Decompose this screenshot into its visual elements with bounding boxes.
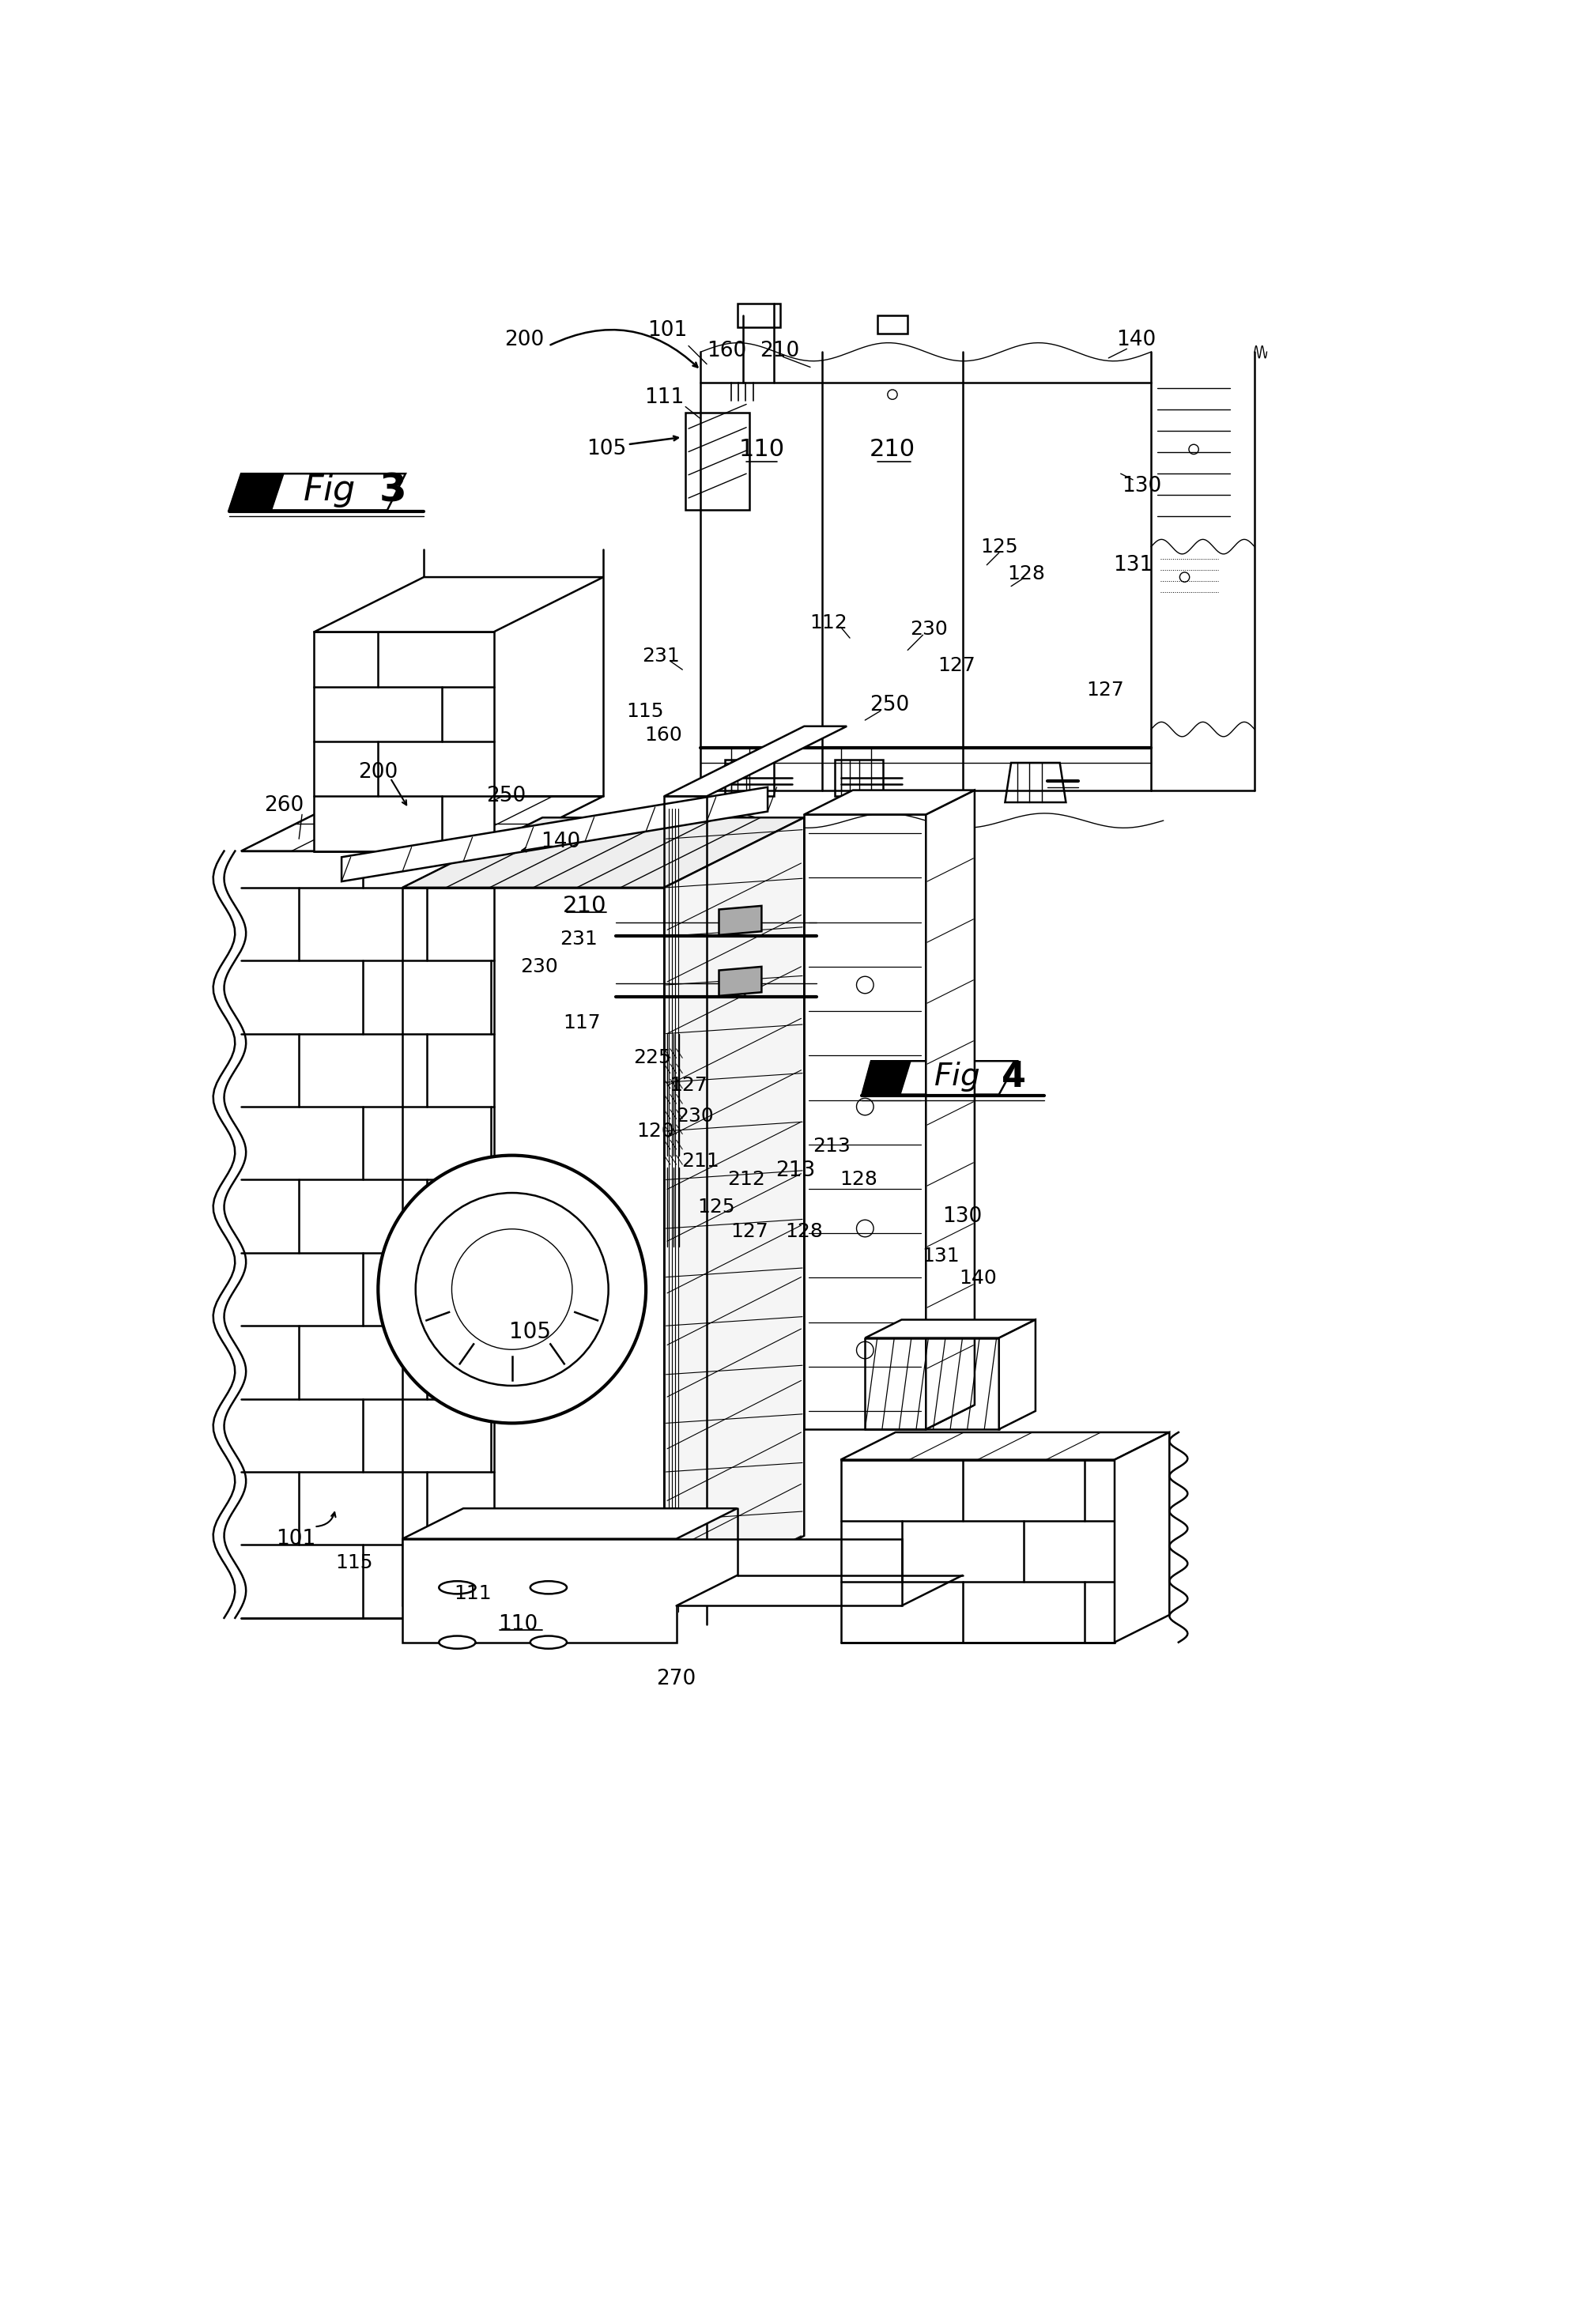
Polygon shape	[841, 1432, 1170, 1459]
Text: 231: 231	[560, 930, 598, 948]
Text: 112: 112	[809, 614, 847, 632]
Polygon shape	[315, 632, 493, 851]
Text: 230: 230	[911, 621, 949, 639]
Text: 260: 260	[264, 795, 304, 816]
Polygon shape	[315, 576, 604, 632]
Circle shape	[729, 909, 751, 932]
Text: 125: 125	[980, 537, 1018, 555]
Text: 131: 131	[1113, 555, 1153, 576]
Text: 120: 120	[636, 1122, 674, 1141]
Text: $\mathit{Fig}$: $\mathit{Fig}$	[933, 1060, 979, 1095]
Circle shape	[857, 1099, 874, 1116]
Polygon shape	[664, 727, 847, 797]
Circle shape	[857, 976, 874, 992]
Text: 101: 101	[647, 321, 688, 342]
Text: 270: 270	[656, 1669, 696, 1690]
Text: 3: 3	[379, 472, 406, 509]
Text: 4: 4	[1002, 1060, 1026, 1095]
Polygon shape	[926, 790, 974, 1429]
Text: 140: 140	[1116, 330, 1156, 351]
Polygon shape	[865, 1320, 1036, 1339]
Text: 225: 225	[632, 1048, 670, 1067]
Text: 115: 115	[335, 1555, 373, 1573]
Text: 101: 101	[277, 1529, 316, 1550]
Text: 160: 160	[643, 725, 681, 746]
Polygon shape	[403, 1538, 901, 1643]
Text: 110: 110	[738, 437, 784, 460]
Text: 111: 111	[645, 388, 685, 407]
Polygon shape	[805, 790, 974, 813]
Polygon shape	[719, 906, 762, 934]
Text: 128: 128	[1007, 565, 1045, 583]
Text: 105: 105	[509, 1320, 552, 1343]
Circle shape	[416, 1192, 609, 1385]
Text: 127: 127	[730, 1222, 768, 1241]
Text: 111: 111	[454, 1585, 492, 1604]
Text: 110: 110	[498, 1613, 538, 1634]
Ellipse shape	[530, 1580, 568, 1594]
Text: 117: 117	[563, 1013, 601, 1032]
Polygon shape	[664, 818, 805, 1606]
Text: 128: 128	[840, 1171, 877, 1190]
Text: $\mathit{Fig}$: $\mathit{Fig}$	[304, 472, 356, 509]
Circle shape	[857, 1341, 874, 1360]
Text: 200: 200	[359, 762, 398, 783]
Polygon shape	[862, 1062, 911, 1095]
Ellipse shape	[440, 1580, 476, 1594]
Text: 127: 127	[1086, 681, 1124, 700]
Text: 160: 160	[707, 339, 746, 360]
Text: 230: 230	[520, 957, 558, 976]
Text: 115: 115	[626, 702, 664, 720]
Polygon shape	[1115, 1432, 1170, 1643]
Text: 130: 130	[942, 1206, 982, 1227]
Text: 140: 140	[541, 832, 580, 853]
Circle shape	[378, 1155, 647, 1422]
Text: 105: 105	[587, 439, 626, 460]
Text: 213: 213	[775, 1160, 814, 1181]
Circle shape	[729, 971, 751, 992]
Polygon shape	[242, 797, 604, 851]
Text: 250: 250	[870, 695, 909, 716]
Polygon shape	[999, 1320, 1036, 1429]
Polygon shape	[341, 788, 768, 881]
Text: 250: 250	[485, 786, 526, 806]
Text: 211: 211	[681, 1153, 719, 1171]
Text: 131: 131	[922, 1246, 960, 1264]
Circle shape	[452, 1229, 572, 1350]
Text: 230: 230	[675, 1106, 713, 1125]
Polygon shape	[229, 474, 283, 511]
Ellipse shape	[440, 1636, 476, 1648]
Text: 210: 210	[563, 895, 607, 918]
Text: 210: 210	[760, 339, 800, 360]
Text: 231: 231	[642, 646, 680, 665]
Text: 128: 128	[786, 1222, 824, 1241]
Circle shape	[857, 1220, 874, 1236]
Text: 213: 213	[813, 1136, 851, 1155]
Text: 212: 212	[727, 1171, 765, 1190]
Text: 140: 140	[958, 1269, 996, 1287]
Text: 125: 125	[697, 1197, 735, 1215]
Text: 200: 200	[504, 330, 544, 351]
Text: 210: 210	[870, 437, 915, 460]
Polygon shape	[719, 967, 762, 997]
Text: 127: 127	[938, 655, 975, 674]
Polygon shape	[403, 1508, 737, 1538]
Ellipse shape	[530, 1636, 568, 1648]
Text: 127: 127	[670, 1076, 707, 1095]
Polygon shape	[403, 818, 805, 888]
Text: 130: 130	[1123, 476, 1162, 495]
